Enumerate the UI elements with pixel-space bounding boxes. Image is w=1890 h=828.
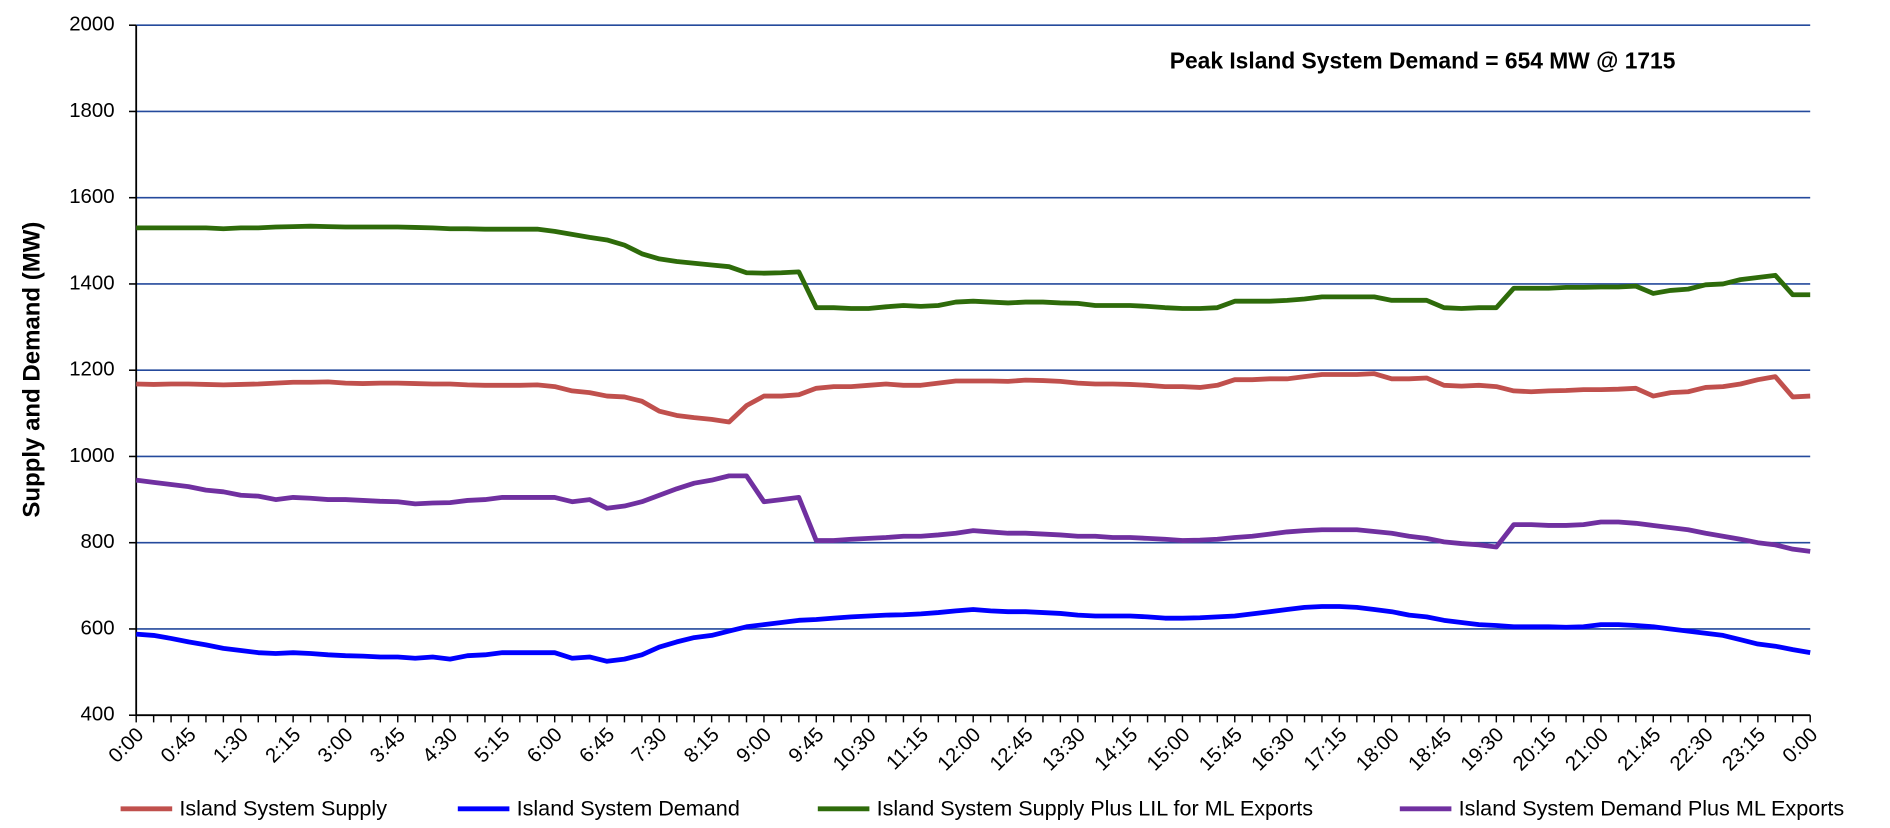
y-tick-label: 600 bbox=[81, 617, 115, 639]
x-tick-label: 13:30 bbox=[1038, 724, 1090, 776]
x-tick-label: 21:45 bbox=[1614, 724, 1666, 776]
x-tick-label: 6:00 bbox=[523, 724, 567, 768]
series-line bbox=[135, 473, 1811, 554]
x-tick-label: 14:15 bbox=[1091, 724, 1143, 776]
legend-label: Island System Demand bbox=[517, 796, 740, 821]
x-tick-label: 0:45 bbox=[157, 724, 201, 768]
x-tick-label: 17:15 bbox=[1300, 724, 1352, 776]
x-tick-label: 9:00 bbox=[732, 724, 776, 768]
x-tick-label: 22:30 bbox=[1666, 724, 1718, 776]
x-tick-label: 9:45 bbox=[785, 724, 829, 768]
x-tick-label: 11:15 bbox=[882, 724, 933, 775]
x-tick-label: 7:30 bbox=[628, 724, 672, 768]
x-tick-label: 6:45 bbox=[576, 724, 620, 768]
annotation: Peak Island System Demand = 654 MW @ 171… bbox=[1170, 47, 1676, 73]
x-tick-label: 19:30 bbox=[1457, 724, 1509, 776]
x-tick-label: 0:00 bbox=[1779, 724, 1823, 768]
y-tick-label: 800 bbox=[81, 531, 115, 553]
x-tick-label: 0:00 bbox=[105, 724, 149, 768]
x-tick-label: 4:30 bbox=[419, 724, 463, 768]
y-tick-label: 1200 bbox=[69, 359, 114, 381]
x-tick-label: 12:00 bbox=[934, 724, 986, 776]
y-tick-label: 2000 bbox=[69, 14, 114, 36]
x-tick-label: 2:15 bbox=[262, 724, 306, 768]
series-line bbox=[136, 223, 1811, 311]
y-tick-label: 1600 bbox=[69, 186, 114, 208]
y-tick-label: 1400 bbox=[69, 272, 114, 294]
y-axis-title: Supply and Demand (MW) bbox=[18, 222, 45, 518]
x-tick-label: 21:00 bbox=[1561, 724, 1613, 776]
series-line bbox=[136, 604, 1811, 664]
y-tick-label: 1800 bbox=[69, 100, 114, 122]
x-tick-label: 20:15 bbox=[1509, 724, 1561, 776]
legend-label: Island System Demand Plus ML Exports bbox=[1459, 796, 1845, 821]
x-tick-label: 16:30 bbox=[1248, 724, 1300, 776]
x-tick-label: 18:45 bbox=[1405, 724, 1457, 776]
x-tick-label: 8:15 bbox=[680, 724, 724, 768]
x-tick-label: 10:30 bbox=[829, 724, 881, 776]
x-tick-label: 5:15 bbox=[471, 724, 515, 768]
x-tick-label: 15:45 bbox=[1195, 724, 1247, 776]
y-tick-label: 400 bbox=[81, 704, 115, 726]
x-tick-label: 18:00 bbox=[1352, 724, 1404, 776]
legend-label: Island System Supply Plus LIL for ML Exp… bbox=[877, 796, 1314, 821]
legend-label: Island System Supply bbox=[179, 796, 387, 821]
x-tick-label: 23:15 bbox=[1718, 724, 1770, 776]
y-tick-label: 1000 bbox=[69, 445, 114, 467]
x-tick-label: 3:45 bbox=[366, 724, 410, 768]
x-tick-label: 15:00 bbox=[1143, 724, 1195, 776]
x-tick-label: 12:45 bbox=[986, 724, 1038, 776]
x-tick-label: 3:00 bbox=[314, 724, 358, 768]
x-tick-label: 1:30 bbox=[209, 724, 253, 768]
series-line bbox=[136, 371, 1811, 425]
